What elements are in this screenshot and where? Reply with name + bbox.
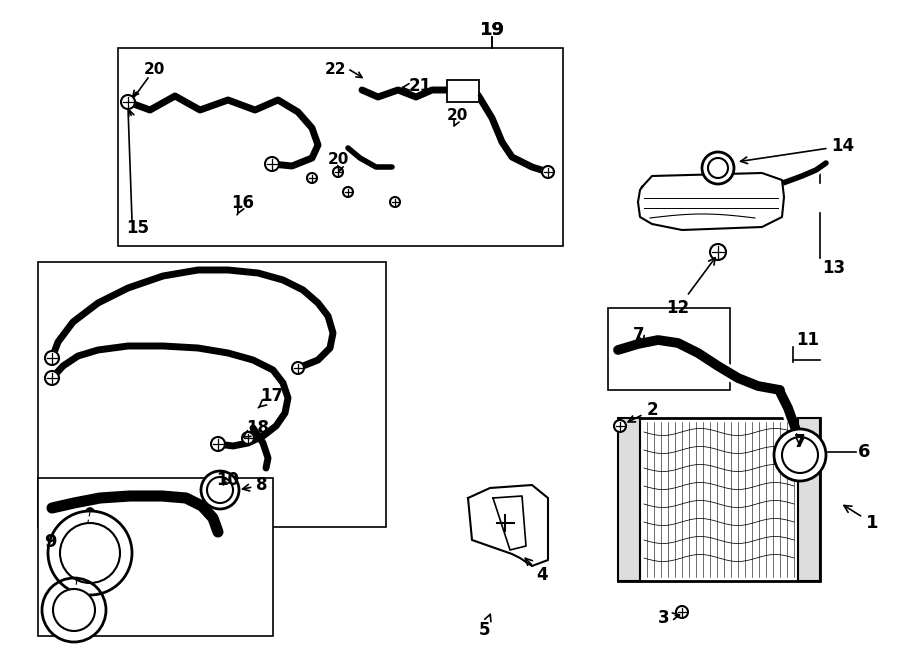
Circle shape — [542, 166, 554, 178]
Circle shape — [60, 523, 120, 583]
Text: 21: 21 — [402, 77, 432, 95]
Circle shape — [121, 95, 135, 109]
Text: 15: 15 — [126, 219, 149, 237]
Text: 6: 6 — [858, 443, 870, 461]
Text: 20: 20 — [328, 153, 348, 167]
Circle shape — [207, 477, 233, 503]
Polygon shape — [493, 496, 526, 550]
Circle shape — [343, 187, 353, 197]
Circle shape — [48, 511, 132, 595]
Text: 17: 17 — [258, 387, 284, 408]
Text: 10: 10 — [217, 471, 239, 489]
Bar — [447, 80, 479, 102]
Text: 18: 18 — [243, 419, 269, 437]
Text: 3: 3 — [658, 609, 680, 627]
Text: 13: 13 — [822, 259, 845, 277]
Circle shape — [702, 152, 734, 184]
Circle shape — [708, 158, 728, 178]
Bar — [798, 418, 820, 581]
Circle shape — [390, 197, 400, 207]
Bar — [118, 48, 563, 246]
Circle shape — [676, 606, 688, 618]
Bar — [608, 308, 730, 390]
Circle shape — [45, 371, 59, 385]
Circle shape — [242, 432, 254, 444]
Text: 1: 1 — [844, 506, 878, 532]
Text: 22: 22 — [325, 63, 346, 77]
Text: 12: 12 — [666, 258, 716, 317]
Text: 7: 7 — [794, 433, 806, 451]
Text: 19: 19 — [480, 21, 505, 39]
Circle shape — [265, 157, 279, 171]
Circle shape — [774, 429, 826, 481]
Circle shape — [333, 167, 343, 177]
Text: 19: 19 — [480, 21, 505, 39]
Circle shape — [201, 471, 239, 509]
Polygon shape — [638, 173, 784, 230]
Bar — [38, 478, 273, 636]
Text: 4: 4 — [526, 559, 548, 584]
Text: 2: 2 — [628, 401, 658, 422]
Text: 9: 9 — [44, 533, 56, 551]
Circle shape — [307, 173, 317, 183]
Text: 20: 20 — [446, 108, 468, 124]
Bar — [618, 418, 640, 581]
Text: 16: 16 — [231, 194, 255, 215]
Circle shape — [614, 420, 626, 432]
Circle shape — [42, 578, 106, 642]
Text: 14: 14 — [741, 137, 855, 164]
Polygon shape — [468, 485, 548, 566]
Text: 20: 20 — [143, 63, 165, 77]
Circle shape — [710, 244, 726, 260]
Bar — [38, 262, 386, 527]
Circle shape — [45, 351, 59, 365]
Circle shape — [782, 437, 818, 473]
Text: 11: 11 — [796, 331, 819, 349]
Text: 5: 5 — [478, 614, 491, 639]
Circle shape — [292, 362, 304, 374]
Circle shape — [53, 589, 95, 631]
Text: 7: 7 — [633, 326, 644, 344]
Bar — [618, 418, 820, 581]
Circle shape — [211, 437, 225, 451]
Text: 8: 8 — [242, 476, 268, 494]
